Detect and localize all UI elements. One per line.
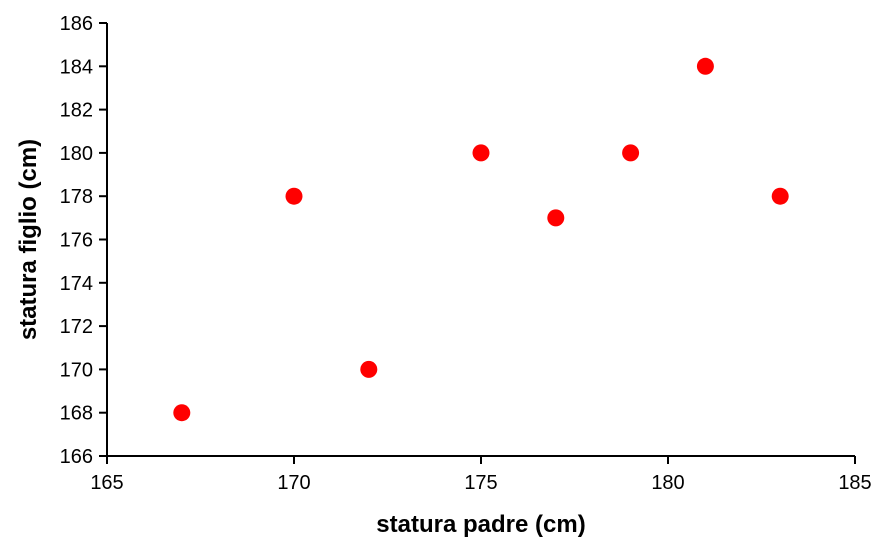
- y-tick-label: 168: [60, 403, 93, 425]
- y-tick-label: 174: [60, 273, 93, 295]
- data-point: [547, 209, 565, 227]
- x-tick-label: 180: [651, 472, 684, 494]
- y-tick-label: 172: [60, 316, 93, 338]
- x-tick-label: 170: [277, 472, 310, 494]
- data-point: [285, 187, 303, 205]
- x-tick-label: 185: [838, 472, 871, 494]
- y-tick-label: 186: [60, 13, 93, 35]
- y-tick-label: 166: [60, 446, 93, 468]
- data-point: [472, 144, 490, 162]
- y-tick-label: 176: [60, 230, 93, 252]
- y-tick-label: 184: [60, 56, 93, 78]
- x-axis-ticks: 165 170 175 180 185: [90, 456, 872, 494]
- x-axis-title: statura padre (cm): [376, 511, 585, 538]
- data-point: [622, 144, 640, 162]
- points-layer: [173, 57, 789, 422]
- data-point: [360, 360, 378, 378]
- y-axis-ticks: 166 168 170 172 174 176 178 180 182 184 186: [60, 13, 107, 468]
- y-axis-title: statura figlio (cm): [15, 139, 42, 340]
- y-tick-label: 170: [60, 359, 93, 381]
- y-tick-label: 182: [60, 100, 93, 122]
- x-tick-label: 165: [90, 472, 123, 494]
- y-tick-label: 180: [60, 143, 93, 165]
- y-tick-label: 178: [60, 186, 93, 208]
- data-point: [696, 57, 714, 75]
- data-point: [771, 187, 789, 205]
- x-tick-label: 175: [464, 472, 497, 494]
- data-point: [173, 404, 191, 422]
